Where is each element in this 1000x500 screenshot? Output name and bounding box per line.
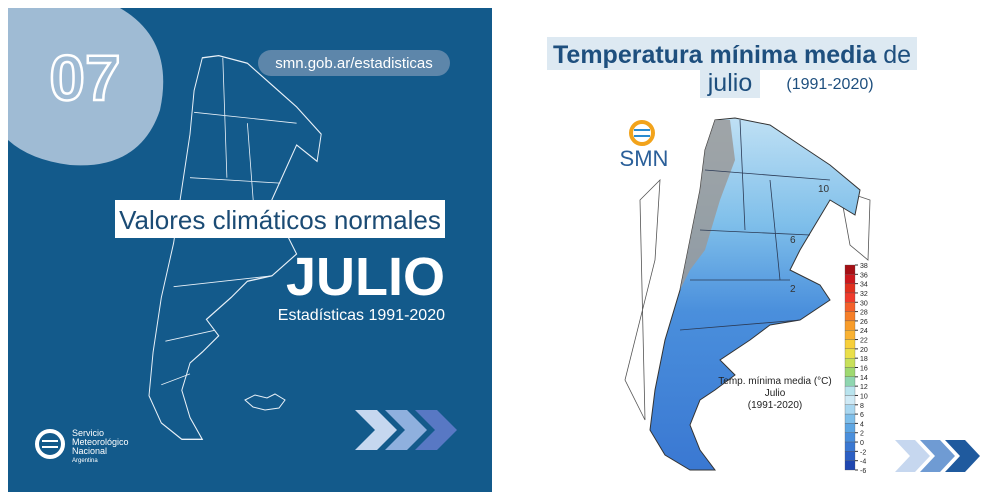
legend-cell bbox=[844, 311, 856, 322]
subtitle: Estadísticas 1991-2020 bbox=[278, 307, 445, 324]
number-badge bbox=[8, 8, 164, 166]
title-bg bbox=[700, 70, 760, 98]
legend-tick-label: 4 bbox=[860, 421, 864, 428]
map-title-line2: julio bbox=[707, 69, 752, 97]
legend-tick-label: 20 bbox=[860, 347, 868, 354]
legend-cell bbox=[844, 441, 856, 452]
legend-tick-label: 16 bbox=[860, 366, 868, 373]
map-legend: Temp. mínima media (°C) Julio (1991-2020… bbox=[718, 263, 868, 475]
legend-cell bbox=[844, 376, 856, 387]
legend-cell bbox=[844, 385, 856, 396]
smn-text: SMN bbox=[620, 146, 669, 171]
logo-text: Servicio bbox=[72, 428, 104, 438]
legend-month: Julio bbox=[765, 388, 786, 399]
heading-bg bbox=[115, 200, 445, 238]
chevrons-left bbox=[355, 410, 457, 450]
legend-tick-label: 12 bbox=[860, 384, 868, 391]
title-bg bbox=[547, 37, 917, 70]
contour-label: 6 bbox=[790, 235, 796, 246]
legend-cell bbox=[844, 395, 856, 405]
legend-tick-label: 36 bbox=[860, 272, 868, 279]
url-pill bbox=[258, 50, 450, 76]
legend-cell bbox=[844, 404, 856, 415]
temperature-map: 10 6 2 bbox=[624, 117, 871, 471]
legend-cell bbox=[844, 367, 856, 377]
legend-tick-label: -6 bbox=[860, 468, 866, 475]
legend-cell bbox=[844, 358, 856, 368]
legend-title: Temp. mínima media (°C) bbox=[718, 376, 831, 387]
legend-cell bbox=[844, 283, 856, 294]
number: 07 bbox=[49, 42, 120, 114]
url: smn.gob.ar/estadisticas bbox=[275, 55, 433, 72]
logo-text: Meteorológico bbox=[72, 437, 129, 447]
legend-tick-label: 8 bbox=[860, 403, 864, 410]
legend-tick-label: 10 bbox=[860, 393, 868, 400]
legend-cell bbox=[844, 320, 856, 331]
legend-tick-label: 24 bbox=[860, 328, 868, 335]
title-bold: Temperatura mínima media bbox=[553, 41, 877, 69]
legend-cell bbox=[844, 274, 856, 284]
logo-text: Nacional bbox=[72, 446, 107, 456]
legend-cell bbox=[844, 339, 856, 350]
legend-tick-label: 2 bbox=[860, 431, 864, 438]
legend-cell bbox=[844, 348, 856, 359]
logo-text: Argentina bbox=[72, 458, 98, 464]
legend-tick-label: -2 bbox=[860, 449, 866, 456]
title-rest: de bbox=[883, 41, 911, 69]
legend-cell bbox=[844, 460, 856, 471]
contour-label: 10 bbox=[818, 184, 830, 195]
legend-tick-label: 38 bbox=[860, 263, 868, 270]
legend-cell bbox=[844, 423, 856, 433]
islands bbox=[244, 393, 286, 411]
legend-cell bbox=[844, 432, 856, 443]
map-period: (1991-2020) bbox=[786, 76, 873, 93]
legend-tick-label: 30 bbox=[860, 300, 868, 307]
smn-logo-left: Servicio Meteorológico Nacional Argentin… bbox=[35, 428, 129, 464]
legend-cell bbox=[844, 292, 856, 303]
legend-cell bbox=[844, 451, 856, 461]
legend-cell bbox=[844, 264, 856, 275]
legend-tick-label: 28 bbox=[860, 310, 868, 317]
legend-tick-label: 26 bbox=[860, 319, 868, 326]
smn-logo-right: SMN bbox=[620, 120, 669, 171]
legend-tick-label: 32 bbox=[860, 291, 868, 298]
chevrons-right bbox=[895, 440, 980, 472]
legend-tick-label: -4 bbox=[860, 459, 866, 466]
legend-period: (1991-2020) bbox=[748, 400, 802, 411]
legend-tick-label: 14 bbox=[860, 375, 868, 382]
legend-cell bbox=[844, 302, 856, 312]
legend-tick-label: 0 bbox=[860, 440, 864, 447]
heading: Valores climáticos normales bbox=[119, 205, 441, 235]
legend-tick-label: 34 bbox=[860, 282, 868, 289]
legend-tick-label: 6 bbox=[860, 412, 864, 419]
month: JULIO bbox=[286, 247, 445, 307]
legend-tick-label: 22 bbox=[860, 338, 868, 345]
legend-cell bbox=[844, 413, 856, 424]
legend-cell bbox=[844, 330, 856, 340]
contour-label: 2 bbox=[790, 284, 796, 295]
legend-tick-label: 18 bbox=[860, 356, 868, 363]
map-title: Temperatura mínima media de bbox=[553, 41, 911, 69]
